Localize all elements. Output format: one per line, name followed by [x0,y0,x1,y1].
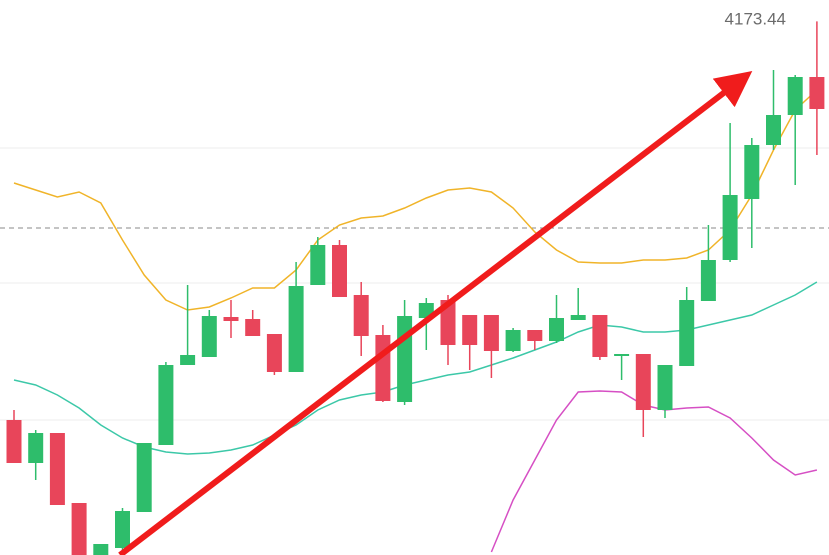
grid [0,147,829,421]
candle-body [527,330,543,341]
candle-body [115,511,130,548]
candle-body [462,315,478,345]
candle-body [722,195,738,260]
candle-body [440,300,456,345]
candle-body [71,503,87,555]
candle-body [180,355,196,365]
candle-body [570,315,586,320]
candle-body [6,420,22,463]
candle-body [49,433,65,505]
candle-body [158,365,174,445]
indicator-lines [13,89,818,553]
candle-body [549,318,564,341]
candle-body [201,316,217,357]
high-price-label: 4173.44 [725,9,786,28]
candle-body [266,334,282,372]
indicator-line [13,89,818,311]
candle-body [592,315,608,357]
candle-body [288,286,304,372]
candle-body [614,354,630,356]
indicator-line [13,281,818,455]
candle-body [310,245,326,285]
candle-body [353,295,369,336]
indicator-line [490,390,818,553]
candle-body [679,300,695,366]
candle-body [245,319,261,336]
candle-body [332,245,347,297]
candle-body [744,145,760,199]
candle-body [787,77,803,115]
candle-body [483,315,499,351]
candle-body [28,433,44,463]
candle-body [505,330,521,351]
candle-body [635,354,651,410]
candle-body [375,335,391,401]
candle-body [397,316,413,402]
candle-body [700,260,716,301]
candle-body [93,544,109,555]
candle-body [809,77,825,109]
candle-body [657,365,673,410]
trend-arrow [118,71,753,555]
candle-body [223,317,239,321]
candles [6,21,825,555]
candle-body [136,443,152,512]
candle-body [766,115,781,145]
